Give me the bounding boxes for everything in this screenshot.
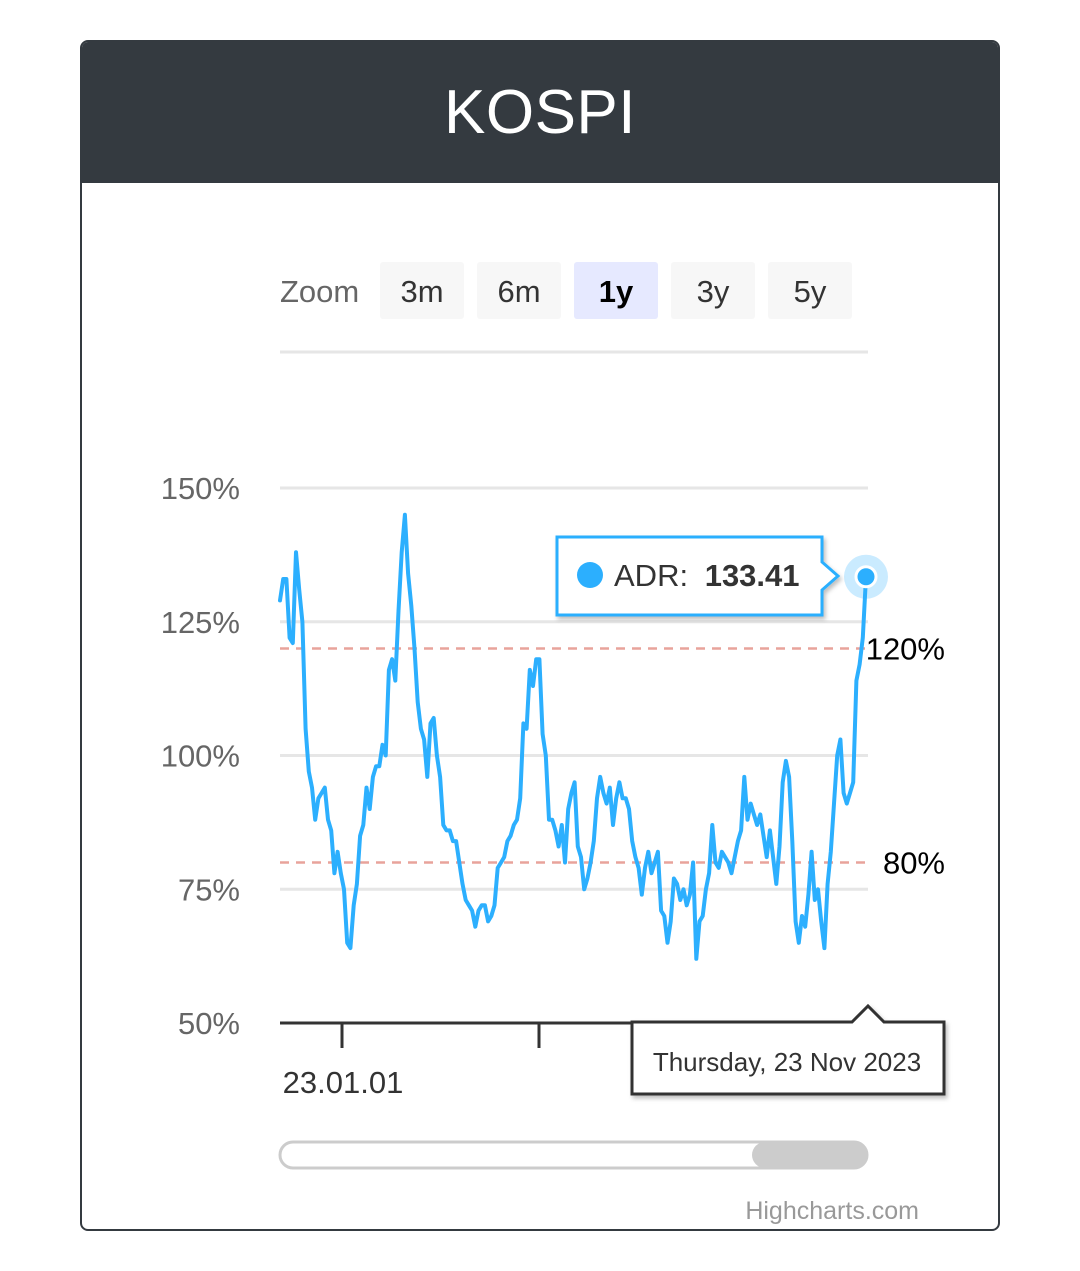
series-line-adr — [278, 512, 868, 961]
navigator-scrollbar[interactable] — [278, 1140, 869, 1170]
zoom-button-6m[interactable]: 6m — [477, 262, 561, 319]
zoom-button-label: 3m — [400, 274, 443, 309]
series-group — [278, 512, 888, 961]
series-color-dot — [577, 562, 603, 588]
plot-lines: 120% 80% — [280, 632, 945, 881]
scrollbar-thumb[interactable] — [752, 1142, 867, 1168]
zoom-button-label: 5y — [794, 274, 827, 309]
y-tick-label: 150% — [161, 471, 240, 506]
zoom-button-5y[interactable]: 5y — [768, 262, 852, 319]
point-tooltip-content: ADR: 133.41 — [577, 558, 800, 593]
zoom-button-label: 6m — [497, 274, 540, 309]
credits-link[interactable]: Highcharts.com — [745, 1197, 919, 1225]
y-tick-label: 100% — [161, 739, 240, 774]
point-tooltip — [555, 535, 841, 617]
plot-line-label: 80% — [883, 846, 945, 881]
zoom-button-1y[interactable]: 1y — [574, 262, 658, 319]
zoom-button-3m[interactable]: 3m — [380, 262, 464, 319]
hover-point-marker[interactable] — [854, 565, 878, 589]
x-tick-label: 23.01.01 — [283, 1065, 404, 1100]
zoom-button-3y[interactable]: 3y — [671, 262, 755, 319]
zoom-label: Zoom — [280, 274, 359, 309]
y-tick-label: 125% — [161, 605, 240, 640]
card-title: KOSPI — [443, 78, 636, 147]
tooltip-value: 133.41 — [705, 558, 800, 593]
tooltip-series-name: ADR: — [614, 558, 688, 593]
date-tooltip-text: Thursday, 23 Nov 2023 — [653, 1047, 921, 1077]
range-selector: Zoom 3m 6m 1y 3y 5y — [280, 262, 852, 319]
y-gridlines — [280, 486, 868, 891]
plot-line-label: 120% — [866, 632, 945, 667]
zoom-button-label: 3y — [697, 274, 730, 309]
svg-text:ADR: 133.41: ADR: 133.41 — [614, 558, 800, 593]
zoom-button-label: 1y — [599, 274, 634, 309]
date-tooltip — [630, 1003, 946, 1096]
card-header: KOSPI — [82, 42, 998, 183]
y-axis-labels: 150% 125% 100% 75% 50% — [161, 471, 240, 1041]
y-tick-label: 50% — [178, 1006, 240, 1041]
y-tick-label: 75% — [178, 872, 240, 907]
